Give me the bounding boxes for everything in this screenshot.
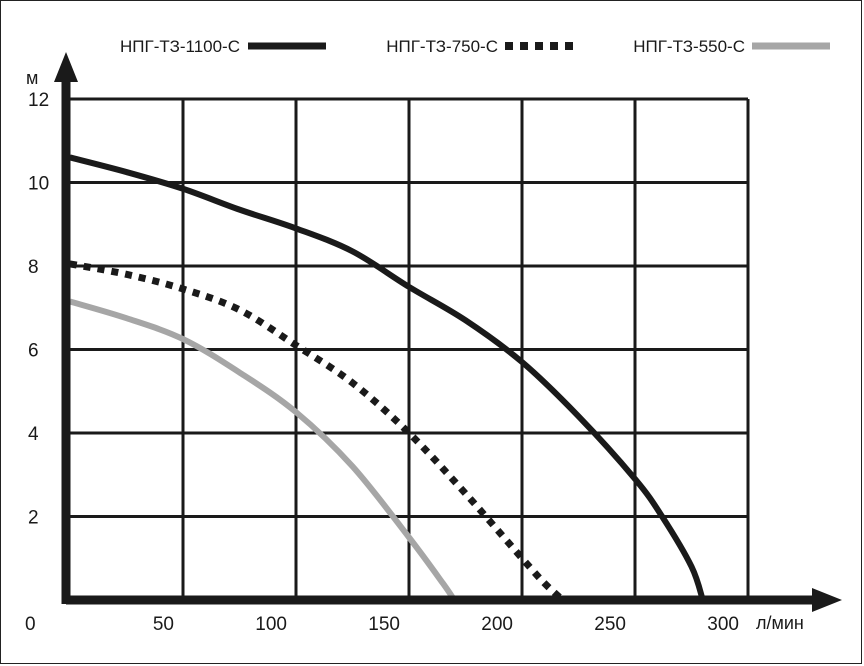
series-line: [69, 260, 566, 603]
y-tick-label: 10: [28, 174, 49, 195]
x-tick-label: 50: [153, 614, 174, 635]
tick-labels: 2 4 6 8 10 12 50 100 150 200 250 300: [28, 90, 739, 635]
y-tick-label: 4: [28, 424, 39, 445]
legend-label: НПГ-ТЗ-750-С: [386, 37, 498, 56]
legend: НПГ-ТЗ-1100-С НПГ-ТЗ-750-С НПГ-ТЗ-550-С: [120, 37, 830, 56]
y-tick-label: 12: [28, 90, 49, 111]
legend-label: НПГ-ТЗ-550-С: [633, 37, 745, 56]
x-axis-label: л/мин: [756, 613, 804, 633]
y-tick-label: 6: [28, 341, 39, 362]
x-tick-label: 150: [368, 614, 400, 635]
y-axis-arrow-icon: [54, 52, 78, 82]
axes: [54, 52, 842, 612]
series-line: [69, 154, 706, 601]
y-tick-label: 8: [28, 257, 39, 278]
x-tick-label: 250: [594, 614, 626, 635]
origin-label: 0: [25, 614, 36, 635]
legend-label: НПГ-ТЗ-1100-С: [120, 37, 240, 56]
x-axis-arrow-icon: [812, 588, 842, 612]
x-tick-label: 200: [481, 614, 513, 635]
y-axis-label: м: [26, 68, 38, 88]
x-tick-label: 300: [707, 614, 739, 635]
grid-lines: [70, 97, 750, 600]
series-layer: [69, 154, 706, 603]
series-line: [69, 298, 457, 602]
x-tick-label: 100: [255, 614, 287, 635]
y-tick-label: 2: [28, 508, 39, 529]
